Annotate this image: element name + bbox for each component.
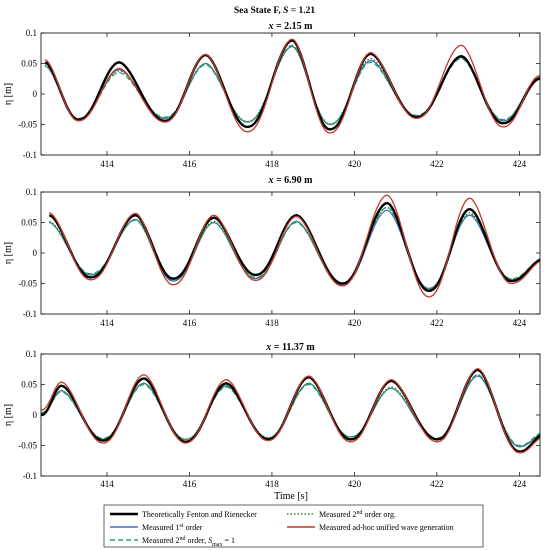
series-line-first-order [48, 209, 540, 290]
x-tick-label: 416 [183, 159, 197, 169]
series-line-second-org [44, 45, 540, 125]
y-tick-label: -0.05 [18, 279, 37, 289]
panels: x = 2.15 m 414 416 418 420 422 424 -0.1 -0.05 0 0.… [3, 21, 541, 489]
y-tick-label: -0.1 [23, 471, 37, 481]
y-tick-label: 0 [33, 89, 38, 99]
series-group [44, 38, 540, 134]
y-axis-label: η [m] [3, 404, 14, 426]
y-tick-label: -0.1 [23, 309, 37, 319]
plot-frame [40, 191, 541, 315]
panel-title: x = 2.15 m [267, 21, 313, 32]
panel-title: x = 11.37 m [265, 342, 315, 353]
y-tick-label: 0.05 [21, 59, 37, 69]
x-tick-label: 424 [513, 159, 527, 169]
series-line-fenton [41, 368, 540, 453]
y-tick-label: -0.05 [18, 120, 37, 130]
y-tick-label: 0 [33, 248, 38, 258]
panel-2: x = 6.90 m 414 416 418 420 422 424 -0.1 -0.05 0 0.… [3, 175, 541, 328]
figure-title: Sea State F, S = 1.21 [234, 6, 316, 16]
x-tick-label: 414 [100, 318, 114, 328]
x-tick-label: 414 [100, 479, 114, 489]
x-tick-label: 424 [513, 479, 527, 489]
x-tick-label: 418 [265, 159, 279, 169]
series-line-second-smax [49, 206, 540, 291]
legend-box [103, 504, 484, 548]
series-line-fenton [48, 201, 540, 292]
legend-label-fenton: Theoretically Fenton and Rienecker [142, 510, 257, 519]
series-line-adhoc [48, 194, 540, 298]
x-tick-label: 418 [265, 479, 279, 489]
x-tick-label: 416 [183, 479, 197, 489]
y-tick-label: 0.05 [21, 380, 37, 390]
y-tick-label: -0.05 [18, 441, 37, 451]
series-line-second-smax [44, 44, 540, 126]
plot-frame [40, 353, 541, 477]
y-axis-label: η [m] [3, 242, 14, 264]
y-axis-label: η [m] [3, 83, 14, 105]
x-tick-label: 422 [430, 479, 444, 489]
legend: Theoretically Fenton and Rienecker Measu… [103, 504, 484, 548]
series-line-adhoc [44, 38, 540, 134]
x-tick-label: 420 [348, 479, 362, 489]
x-tick-label: 424 [513, 318, 527, 328]
y-tick-label: 0 [33, 410, 38, 420]
series-group [48, 194, 540, 298]
series-line-fenton [44, 39, 540, 131]
series-line-first-order [41, 375, 540, 448]
x-tick-label: 422 [430, 159, 444, 169]
legend-label-second-order-org: Measured 2nd order org. [319, 510, 396, 519]
x-tick-label: 418 [265, 318, 279, 328]
y-tick-label: 0.05 [21, 218, 37, 228]
x-tick-label: 416 [183, 318, 197, 328]
panel-1: x = 2.15 m 414 416 418 420 422 424 -0.1 -0.05 0 0.… [3, 21, 541, 169]
x-tick-label: 420 [348, 159, 362, 169]
plot-frame [40, 32, 541, 156]
y-tick-label: -0.1 [23, 150, 37, 160]
x-tick-label: 422 [430, 318, 444, 328]
series-line-second-org [48, 206, 540, 290]
x-tick-label: 414 [100, 159, 114, 169]
x-axis-label: Time [s] [274, 491, 308, 502]
legend-label-first-order: Measured 1st order [142, 523, 203, 532]
panel-3: x = 11.37 m 414 416 418 420 422 424 -0.1 -0.05 0 0… [3, 342, 541, 489]
series-group [41, 367, 540, 454]
legend-label-second-order-smax: Measured 2nd order, Smax = 1 [142, 536, 235, 548]
panel-title: x = 6.90 m [267, 175, 313, 186]
y-tick-label: 0.1 [26, 349, 37, 359]
y-tick-label: 0.1 [26, 187, 37, 197]
y-tick-label: 0.1 [26, 28, 37, 38]
x-tick-label: 420 [348, 318, 362, 328]
legend-label-adhoc: Measured ad-hoc unified wave generation [319, 523, 454, 532]
series-line-adhoc [41, 367, 540, 454]
